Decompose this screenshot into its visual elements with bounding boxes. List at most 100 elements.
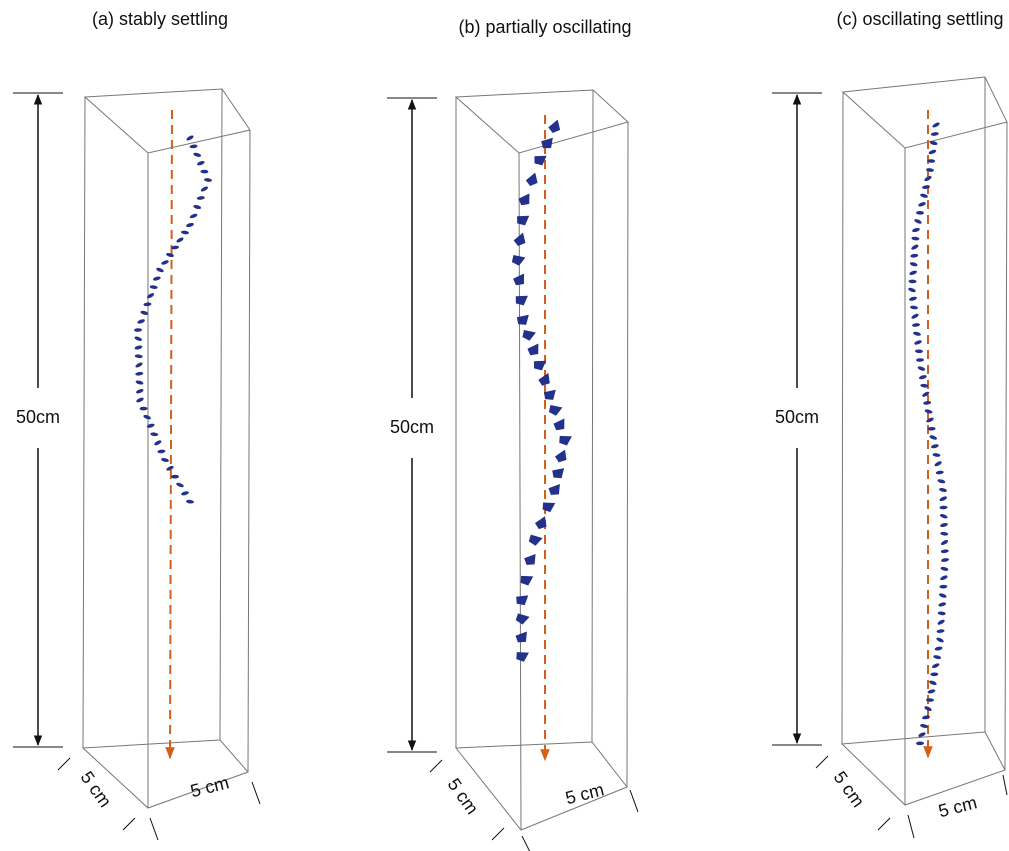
- particle: [204, 178, 212, 183]
- particle: [515, 631, 529, 643]
- particle: [912, 323, 920, 328]
- particle: [936, 629, 944, 634]
- particle: [928, 680, 937, 686]
- particle: [911, 236, 919, 241]
- particle: [186, 222, 195, 228]
- dim-tick: [252, 782, 260, 804]
- height-label: 50cm: [390, 417, 434, 437]
- particle: [135, 361, 144, 368]
- particle: [941, 557, 950, 562]
- particle: [513, 233, 528, 248]
- particle: [515, 294, 528, 305]
- particle: [553, 419, 567, 432]
- depth-label: 5 cm: [444, 775, 483, 818]
- particle: [150, 285, 158, 290]
- particle: [534, 516, 549, 530]
- particle: [135, 371, 143, 376]
- particle: [176, 482, 185, 488]
- particle: [939, 487, 948, 492]
- particle: [516, 595, 529, 606]
- particle: [156, 267, 165, 273]
- depth-label: 5 cm: [830, 768, 869, 811]
- box-top: [85, 89, 250, 153]
- particle: [518, 194, 532, 207]
- particle: [909, 279, 917, 283]
- particle: [135, 388, 144, 394]
- particle: [140, 310, 149, 316]
- width-label: 5 cm: [936, 792, 979, 821]
- particle: [150, 432, 158, 437]
- particle: [134, 345, 143, 351]
- particle: [171, 475, 179, 479]
- particle: [912, 227, 921, 233]
- particle: [932, 453, 940, 458]
- particle: [189, 213, 198, 219]
- particle: [134, 336, 143, 342]
- particle: [161, 259, 170, 265]
- dim-tick: [430, 760, 442, 772]
- particle: [527, 533, 542, 547]
- box: [456, 90, 628, 830]
- particle: [554, 450, 569, 464]
- particle: [134, 328, 142, 332]
- particle: [181, 491, 190, 497]
- particle: [938, 602, 947, 608]
- particle: [166, 252, 175, 258]
- particle: [143, 302, 151, 307]
- particle: [181, 230, 189, 235]
- particle: [909, 270, 918, 276]
- dim-tick: [630, 790, 638, 812]
- particle: [932, 121, 941, 128]
- particle: [934, 646, 943, 651]
- box-edge: [1005, 122, 1007, 770]
- width-label: 5 cm: [563, 779, 606, 808]
- particle: [936, 470, 944, 475]
- height-label: 50cm: [775, 407, 819, 427]
- particle: [186, 499, 194, 504]
- particle: [938, 592, 947, 598]
- dim-tick: [908, 815, 914, 838]
- box-edge: [592, 90, 593, 742]
- particle: [517, 315, 529, 325]
- box-top: [843, 77, 1007, 148]
- particle: [908, 287, 917, 293]
- dim-tick: [816, 756, 828, 768]
- particle: [918, 201, 927, 207]
- box-edge: [248, 130, 250, 772]
- particle: [525, 173, 540, 188]
- particle: [516, 214, 529, 225]
- particle: [197, 196, 205, 201]
- particle: [914, 339, 923, 345]
- particle: [927, 689, 936, 695]
- particle: [135, 380, 144, 386]
- particle: [939, 513, 948, 519]
- particle: [926, 417, 935, 424]
- particle: [135, 354, 143, 359]
- particle: [511, 253, 526, 267]
- particle: [527, 344, 541, 357]
- particle: [916, 358, 924, 362]
- particle: [514, 612, 529, 626]
- particle: [911, 313, 920, 320]
- particle: [137, 318, 146, 324]
- box-edge: [842, 92, 843, 744]
- particle: [937, 478, 946, 484]
- dim-tick: [150, 818, 158, 840]
- particle: [931, 662, 940, 669]
- height-label: 50cm: [16, 407, 60, 427]
- particle: [552, 468, 564, 478]
- depth-label: 5 cm: [77, 768, 116, 811]
- trajectory: [134, 134, 212, 503]
- particle: [936, 637, 945, 644]
- particle: [939, 495, 948, 502]
- particle: [524, 554, 538, 566]
- particle: [939, 585, 947, 589]
- particle: [933, 655, 942, 660]
- particle: [934, 460, 943, 467]
- box-edge: [519, 153, 521, 830]
- particle: [940, 531, 948, 536]
- particle: [189, 144, 197, 149]
- particle: [930, 672, 938, 676]
